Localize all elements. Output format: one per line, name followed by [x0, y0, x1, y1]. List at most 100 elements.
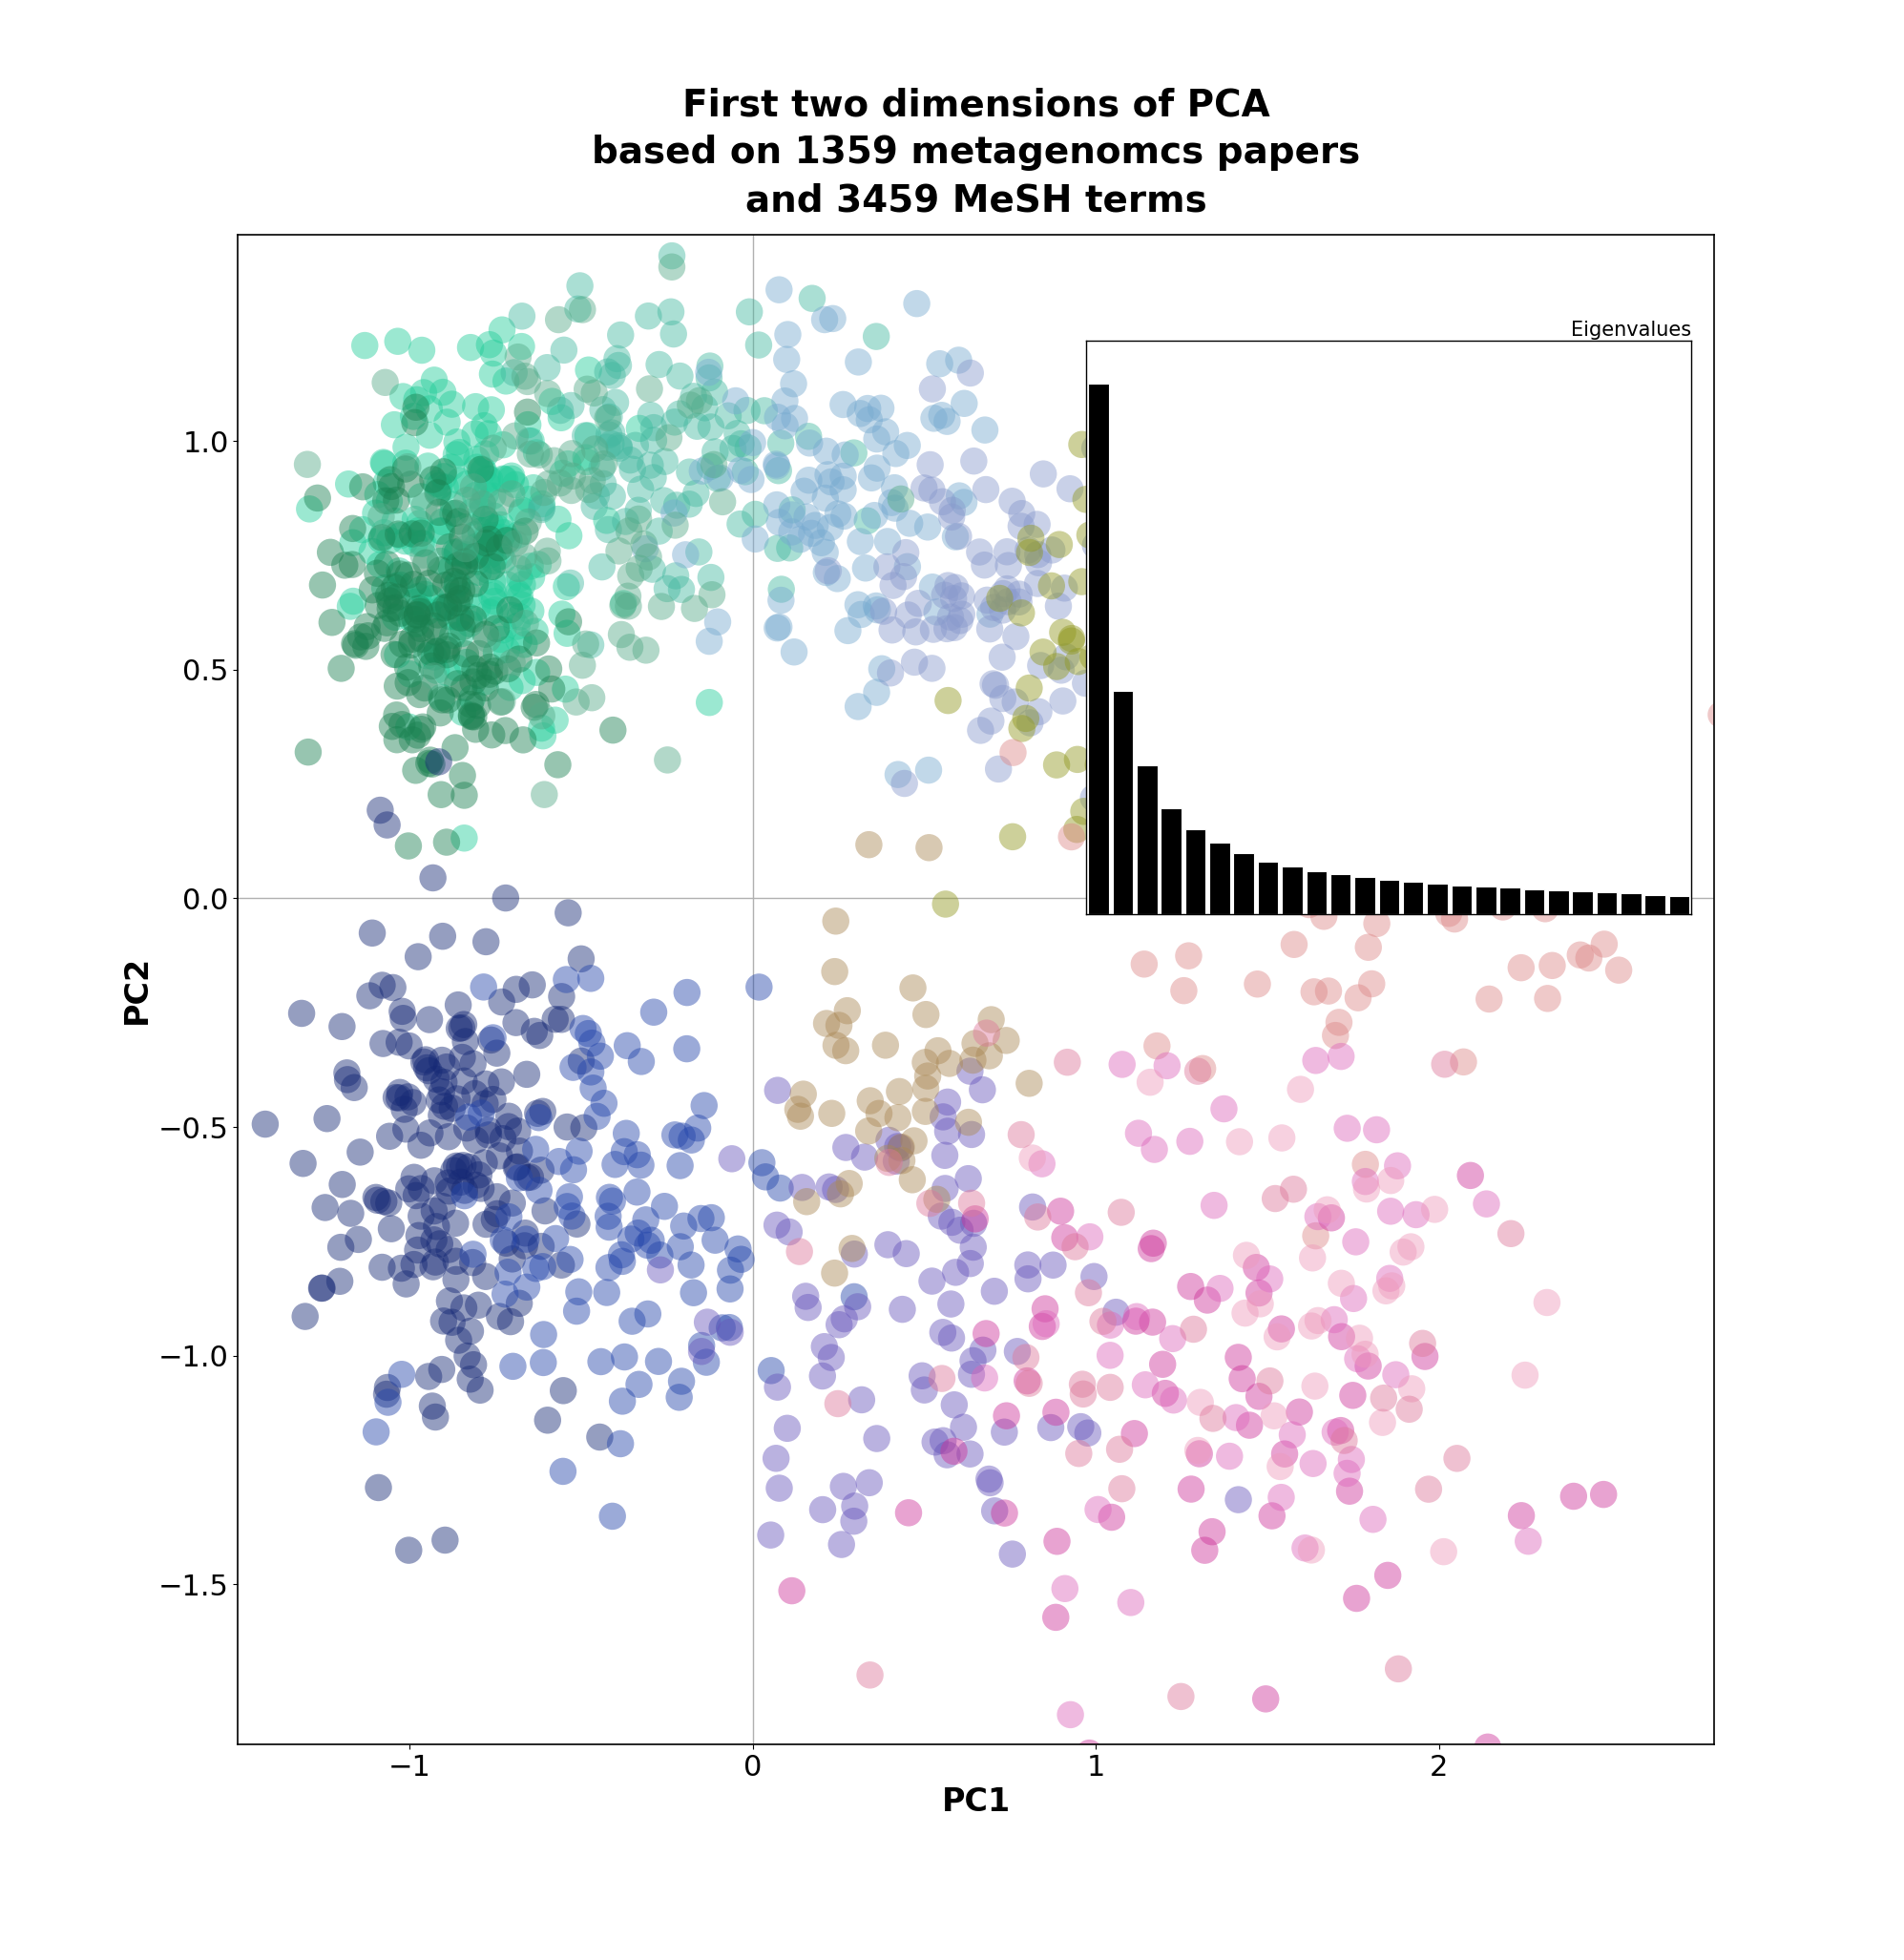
Point: [442, 1084, 472, 1115]
Point: [954, 1439, 984, 1470]
Point: [554, 606, 585, 637]
Point: [486, 521, 516, 553]
Point: [777, 1576, 807, 1607]
Point: [828, 1303, 859, 1335]
Point: [626, 1149, 657, 1180]
Point: [613, 580, 644, 612]
Point: [463, 1290, 493, 1321]
Point: [487, 686, 518, 717]
Point: [451, 539, 482, 570]
Point: [472, 623, 503, 655]
Point: [526, 1154, 556, 1186]
Point: [510, 515, 541, 547]
Point: [628, 529, 659, 561]
Point: [1337, 884, 1367, 915]
Point: [664, 361, 695, 392]
Point: [1083, 749, 1114, 780]
Point: [442, 1151, 472, 1182]
Point: [1243, 1278, 1274, 1309]
Point: [1226, 1362, 1257, 1394]
Point: [385, 559, 415, 590]
Point: [335, 1198, 366, 1229]
Point: [988, 594, 1019, 625]
Point: [392, 559, 423, 590]
Point: [484, 1141, 514, 1172]
Point: [1074, 1737, 1104, 1768]
Point: [432, 1168, 463, 1200]
Point: [623, 1139, 653, 1170]
Point: [459, 604, 489, 635]
Point: [438, 580, 468, 612]
Point: [664, 1382, 695, 1413]
Point: [487, 429, 518, 461]
Point: [762, 451, 792, 482]
Point: [524, 549, 554, 580]
Point: [819, 1258, 849, 1290]
Point: [327, 1011, 358, 1043]
Point: [1407, 1327, 1438, 1358]
Point: [428, 1066, 459, 1098]
Point: [933, 684, 963, 715]
Point: [476, 1025, 506, 1056]
Point: [379, 506, 409, 537]
Point: [1634, 757, 1664, 788]
Title: First two dimensions of PCA
based on 1359 metagenomcs papers
and 3459 MeSH terms: First two dimensions of PCA based on 135…: [592, 88, 1359, 220]
Point: [967, 1335, 998, 1366]
Point: [409, 578, 440, 610]
Point: [565, 943, 596, 974]
Point: [474, 523, 505, 555]
Point: [632, 1298, 663, 1329]
Point: [687, 455, 718, 486]
Point: [512, 367, 543, 398]
Point: [632, 1229, 663, 1260]
Point: [1177, 1474, 1207, 1505]
Point: [508, 723, 539, 755]
Point: [756, 1519, 786, 1550]
Point: [476, 510, 506, 541]
Point: [505, 580, 535, 612]
Point: [944, 1215, 975, 1247]
Point: [1015, 537, 1045, 568]
Point: [347, 514, 377, 545]
Point: [449, 672, 480, 704]
Point: [493, 1102, 524, 1133]
Point: [407, 539, 438, 570]
Point: [1129, 949, 1160, 980]
Point: [316, 537, 347, 568]
Point: [527, 1250, 558, 1282]
Point: [1182, 1056, 1213, 1088]
Point: [487, 613, 518, 645]
Point: [1337, 514, 1367, 545]
Point: [1045, 655, 1076, 686]
Point: [1369, 1382, 1399, 1413]
Point: [828, 461, 859, 492]
Point: [697, 1201, 727, 1233]
Point: [411, 1053, 442, 1084]
Point: [388, 1004, 419, 1035]
Point: [823, 498, 853, 529]
Point: [1173, 664, 1203, 696]
Point: [876, 486, 906, 517]
Point: [419, 1225, 449, 1256]
Point: [396, 604, 426, 635]
Point: [394, 711, 425, 743]
Point: [1510, 1360, 1540, 1392]
Point: [1070, 484, 1101, 515]
Point: [651, 572, 682, 604]
Point: [487, 1225, 518, 1256]
Point: [1121, 1305, 1152, 1337]
Point: [1104, 557, 1135, 588]
Point: [895, 508, 925, 539]
Point: [1487, 892, 1517, 923]
Point: [929, 580, 960, 612]
Point: [451, 647, 482, 678]
Point: [451, 484, 482, 515]
Point: [1074, 1278, 1104, 1309]
Point: [592, 357, 623, 388]
Point: [430, 1525, 461, 1556]
Point: [487, 545, 518, 576]
Point: [876, 657, 906, 688]
Point: [937, 502, 967, 533]
Point: [569, 419, 600, 451]
Point: [415, 419, 446, 451]
